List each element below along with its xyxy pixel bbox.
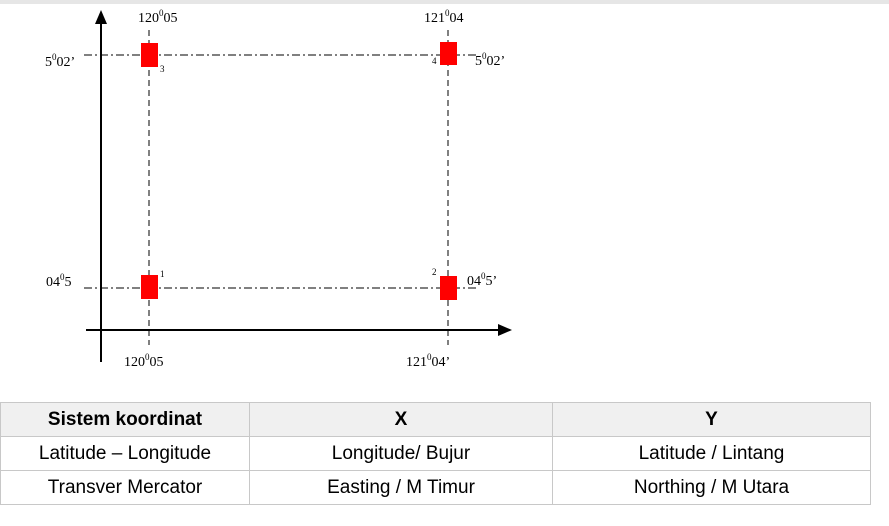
- table-row: Transver Mercator Easting / M Timur Nort…: [0, 470, 871, 505]
- y-axis-arrowhead: [95, 10, 107, 24]
- table-cell: Transver Mercator: [0, 470, 250, 505]
- point-label-2: 2: [432, 267, 437, 277]
- bottom-left-longitude-label: 120005: [124, 352, 164, 370]
- table-cell: Easting / M Timur: [249, 470, 553, 505]
- x-axis-arrowhead: [498, 324, 512, 336]
- coordinate-system-table: Sistem koordinat X Y Latitude – Longitud…: [0, 402, 871, 505]
- table-cell: Latitude / Lintang: [552, 436, 871, 471]
- right-bottom-latitude-label: 0405’: [467, 271, 497, 289]
- point-marker-4: [440, 42, 457, 65]
- point-marker-3: [141, 43, 158, 67]
- top-border: [0, 0, 889, 4]
- top-right-longitude-label: 121004: [424, 8, 464, 26]
- header-y: Y: [552, 402, 871, 437]
- header-sistem-koordinat: Sistem koordinat: [0, 402, 250, 437]
- header-x: X: [249, 402, 553, 437]
- point-label-4: 4: [432, 56, 437, 66]
- bottom-right-longitude-label: 121004’: [406, 352, 450, 370]
- top-left-longitude-label: 120005: [138, 8, 178, 26]
- table-cell: Latitude – Longitude: [0, 436, 250, 471]
- coordinate-diagram: 1 2 3 4 120005 121004 120005 121004’ 500…: [45, 8, 512, 370]
- table-header-row: Sistem koordinat X Y: [0, 402, 871, 437]
- point-label-1: 1: [160, 269, 165, 279]
- right-top-latitude-label: 5002’: [475, 51, 505, 69]
- table-cell: Northing / M Utara: [552, 470, 871, 505]
- table-cell: Longitude/ Bujur: [249, 436, 553, 471]
- point-marker-1: [141, 275, 158, 299]
- point-label-3: 3: [160, 64, 165, 74]
- point-marker-2: [440, 276, 457, 300]
- table-row: Latitude – Longitude Longitude/ Bujur La…: [0, 436, 871, 471]
- left-bottom-latitude-label: 0405: [46, 272, 72, 290]
- left-top-latitude-label: 5002’: [45, 52, 75, 70]
